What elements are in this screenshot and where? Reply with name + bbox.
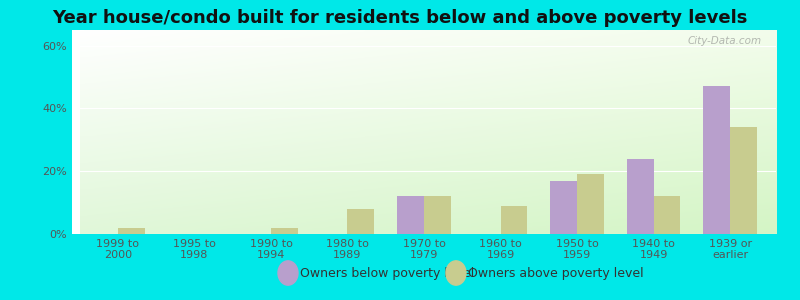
Text: City-Data.com: City-Data.com — [688, 36, 762, 46]
Bar — [730, 127, 757, 234]
Bar — [550, 181, 577, 234]
Bar — [424, 196, 450, 234]
Bar — [501, 206, 527, 234]
Bar — [271, 228, 298, 234]
Bar — [577, 174, 604, 234]
Bar — [398, 196, 424, 234]
Text: Owners above poverty level: Owners above poverty level — [468, 266, 644, 280]
Bar — [654, 196, 680, 234]
Text: Owners below poverty level: Owners below poverty level — [300, 266, 474, 280]
Ellipse shape — [446, 261, 466, 285]
Ellipse shape — [278, 261, 298, 285]
Bar — [347, 209, 374, 234]
Bar — [626, 159, 654, 234]
Bar — [118, 228, 145, 234]
Text: Year house/condo built for residents below and above poverty levels: Year house/condo built for residents bel… — [52, 9, 748, 27]
Bar — [703, 86, 730, 234]
